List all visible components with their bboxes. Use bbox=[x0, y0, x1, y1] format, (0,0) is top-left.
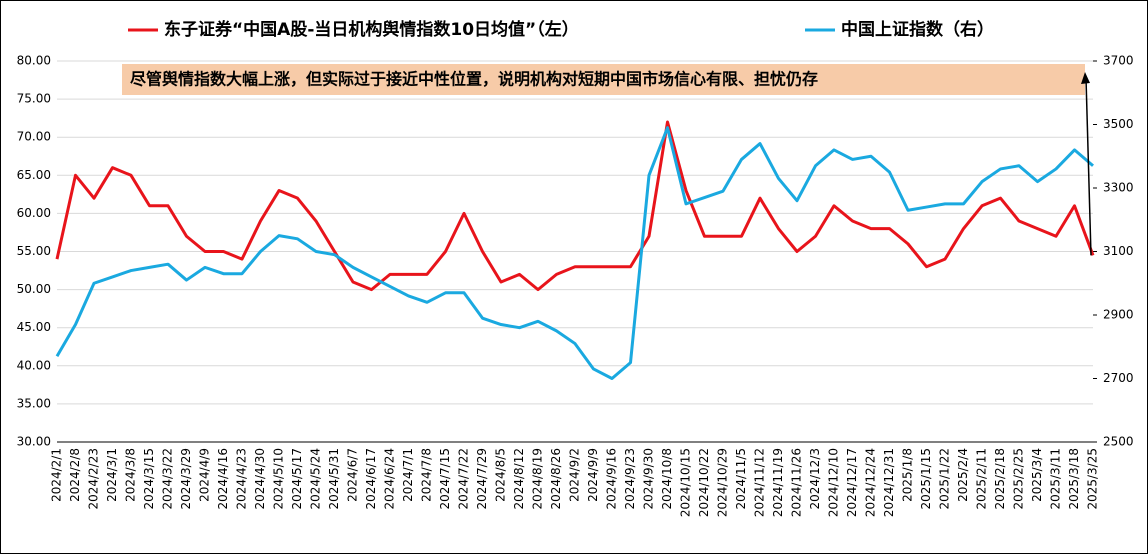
x-tick-label: 2025/1/22 bbox=[938, 448, 952, 510]
x-tick-label: 2024/4/23 bbox=[235, 448, 249, 510]
x-tick-label: 2025/2/11 bbox=[975, 448, 989, 510]
y-tick-label: 60.00 bbox=[17, 206, 51, 220]
x-tick-label: 2025/3/18 bbox=[1067, 448, 1081, 510]
y-tick-label: 55.00 bbox=[17, 244, 51, 258]
x-tick-label: 2024/3/29 bbox=[179, 448, 193, 510]
x-tick-label: 2024/5/17 bbox=[290, 448, 304, 510]
y2-tick-label: 3500 bbox=[1103, 117, 1134, 131]
x-tick-label: 2025/3/25 bbox=[1086, 448, 1100, 510]
x-tick-label: 2024/8/12 bbox=[512, 448, 526, 510]
x-tick-label: 2024/5/24 bbox=[309, 448, 323, 510]
x-tick-label: 2024/3/22 bbox=[161, 448, 175, 510]
y-tick-label: 65.00 bbox=[17, 168, 51, 182]
series-line bbox=[55, 126, 1094, 380]
x-tick-label: 2024/6/7 bbox=[346, 448, 360, 502]
x-tick-label: 2025/3/11 bbox=[1049, 448, 1063, 510]
annotation: 尽管舆情指数大幅上涨，但实际过于接近中性位置，说明机构对短期中国市场信心有限、担… bbox=[130, 70, 818, 89]
y-tick-label: 45.00 bbox=[17, 320, 51, 334]
x-tick-label: 2024/8/19 bbox=[531, 448, 545, 510]
x-tick-label: 2024/3/1 bbox=[105, 448, 119, 502]
x-tick-label: 2025/3/4 bbox=[1030, 448, 1044, 502]
series-line bbox=[55, 120, 1095, 292]
x-tick-label: 2025/1/15 bbox=[919, 448, 933, 510]
arrow-head bbox=[1081, 72, 1090, 84]
x-tick-label: 2024/7/29 bbox=[475, 448, 489, 510]
x-tick-label: 2024/7/1 bbox=[401, 448, 415, 502]
y-tick-label: 35.00 bbox=[17, 396, 51, 410]
legend-label: 东子证券“中国A股-当日机构舆情指数10日均值”（左） bbox=[164, 19, 579, 40]
y2-tick-label: 3100 bbox=[1103, 244, 1134, 258]
y2-tick-label: 2900 bbox=[1103, 308, 1134, 322]
x-tick-label: 2024/11/26 bbox=[790, 448, 804, 517]
y-tick-label: 50.00 bbox=[17, 282, 51, 296]
x-tick-label: 2024/9/23 bbox=[623, 448, 637, 510]
x-tick-label: 2024/11/19 bbox=[771, 448, 785, 517]
x-tick-label: 2024/12/3 bbox=[808, 448, 822, 510]
x-tick-label: 2024/7/8 bbox=[420, 448, 434, 502]
y-tick-label: 75.00 bbox=[17, 92, 51, 106]
x-tick-label: 2025/1/8 bbox=[901, 448, 915, 502]
y2-tick-label: 2500 bbox=[1103, 435, 1134, 449]
x-tick-label: 2024/10/8 bbox=[660, 448, 674, 510]
y2-tick-label: 2700 bbox=[1103, 371, 1134, 385]
y-tick-label: 40.00 bbox=[17, 358, 51, 372]
legend-label: 中国上证指数（右） bbox=[841, 19, 994, 40]
x-tick-label: 2024/4/16 bbox=[216, 448, 230, 510]
x-tick-label: 2025/2/4 bbox=[956, 448, 970, 502]
x-tick-label: 2024/9/30 bbox=[642, 448, 656, 510]
x-tick-label: 2024/12/31 bbox=[882, 448, 896, 517]
x-tick-label: 2024/9/2 bbox=[568, 448, 582, 502]
x-tick-label: 2024/6/17 bbox=[364, 448, 378, 510]
annotation-arrow bbox=[1085, 77, 1092, 256]
annotation-box bbox=[122, 64, 1085, 95]
x-tick-label: 2024/9/9 bbox=[586, 448, 600, 502]
x-tick-label: 2024/10/22 bbox=[697, 448, 711, 517]
x-tick-label: 2024/12/10 bbox=[827, 448, 841, 517]
y2-tick-label: 3300 bbox=[1103, 181, 1134, 195]
x-tick-label: 2024/10/29 bbox=[716, 448, 730, 517]
x-tick-label: 2024/5/10 bbox=[272, 448, 286, 510]
x-tick-label: 2024/12/17 bbox=[845, 448, 859, 517]
x-tick-label: 2024/4/30 bbox=[253, 448, 267, 510]
x-tick-label: 2024/7/22 bbox=[457, 448, 471, 510]
x-tick-label: 2024/7/15 bbox=[438, 448, 452, 510]
x-tick-label: 2024/2/23 bbox=[87, 448, 101, 510]
x-tick-label: 2024/12/24 bbox=[864, 448, 878, 517]
x-tick-label: 2024/5/31 bbox=[327, 448, 341, 510]
x-tick-label: 2024/8/5 bbox=[494, 448, 508, 502]
x-tick-label: 2024/3/8 bbox=[124, 448, 138, 502]
x-tick-label: 2025/2/25 bbox=[1012, 448, 1026, 510]
y-tick-label: 80.00 bbox=[17, 54, 51, 68]
x-tick-label: 2024/2/8 bbox=[68, 448, 82, 502]
x-tick-label: 2024/10/15 bbox=[679, 448, 693, 517]
x-tick-label: 2024/8/26 bbox=[549, 448, 563, 510]
x-tick-label: 2024/6/24 bbox=[383, 448, 397, 510]
x-tick-label: 2025/2/18 bbox=[993, 448, 1007, 510]
y-tick-label: 30.00 bbox=[17, 435, 51, 449]
x-tick-label: 2024/4/9 bbox=[198, 448, 212, 502]
y2-tick-label: 3700 bbox=[1103, 54, 1134, 68]
x-tick-label: 2024/2/1 bbox=[50, 448, 64, 502]
y-tick-label: 70.00 bbox=[17, 130, 51, 144]
x-tick-label: 2024/3/15 bbox=[142, 448, 156, 510]
x-tick-label: 2024/11/5 bbox=[734, 448, 748, 510]
x-tick-label: 2024/11/12 bbox=[753, 448, 767, 517]
x-tick-label: 2024/9/16 bbox=[605, 448, 619, 510]
